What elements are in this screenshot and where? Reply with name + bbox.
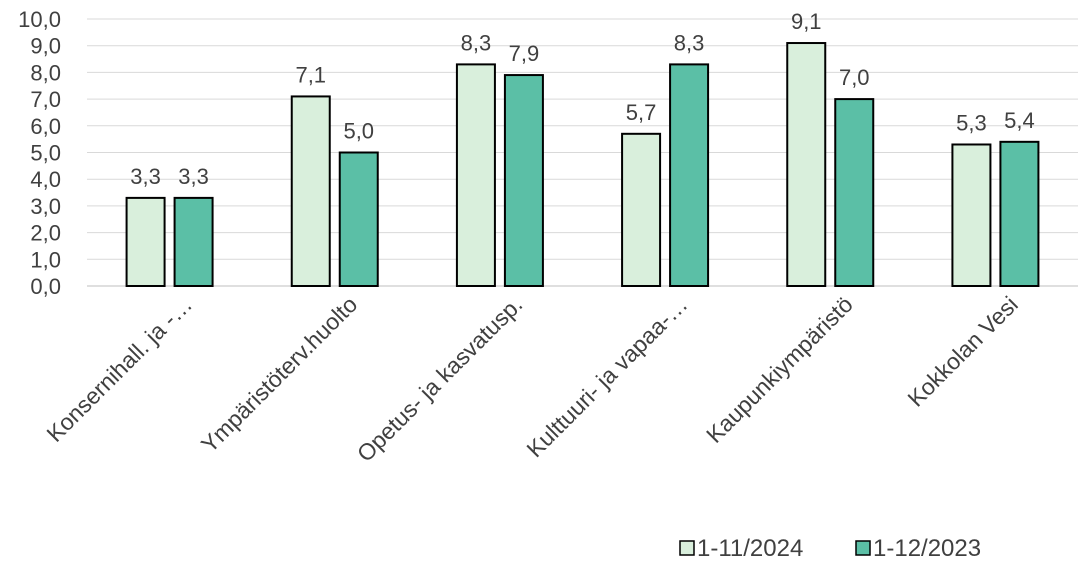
y-tick-label: 7,0	[30, 87, 61, 112]
bar	[621, 132, 662, 287]
data-label: 8,3	[674, 30, 705, 55]
bar	[455, 63, 496, 287]
data-label: 5,0	[343, 119, 374, 144]
x-category-label: Opetus- ja kasvatusp.	[352, 291, 528, 467]
bar	[503, 74, 544, 287]
bar	[173, 196, 214, 287]
y-tick-label: 0,0	[30, 274, 61, 299]
data-label: 7,1	[295, 62, 326, 87]
y-tick-label: 1,0	[30, 247, 61, 272]
data-label: 3,3	[178, 164, 209, 189]
y-tick-label: 10,0	[18, 7, 61, 32]
bar	[834, 98, 875, 287]
data-label: 5,3	[956, 110, 987, 135]
bar	[669, 63, 710, 287]
data-label: 7,0	[839, 65, 870, 90]
data-label: 5,4	[1004, 108, 1035, 133]
bar	[786, 42, 827, 287]
x-category-label: Ympäristöterv.huolto	[196, 291, 362, 457]
y-axis: 0,01,02,03,04,05,06,07,08,09,010,0	[18, 7, 61, 299]
data-label: 9,1	[791, 9, 822, 34]
data-label: 3,3	[130, 164, 161, 189]
bar	[951, 143, 992, 287]
x-axis: Konsernihall. ja -…Ympäristöterv.huoltoO…	[41, 291, 1023, 467]
y-tick-label: 4,0	[30, 167, 61, 192]
y-tick-label: 3,0	[30, 194, 61, 219]
data-label: 7,9	[509, 41, 540, 66]
y-tick-label: 5,0	[30, 141, 61, 166]
bar	[290, 95, 331, 288]
gridlines	[87, 18, 1078, 287]
x-category-label: Kokkolan Vesi	[902, 291, 1023, 412]
y-tick-label: 6,0	[30, 114, 61, 139]
bar	[999, 140, 1040, 287]
x-category-label: Konsernihall. ja -…	[41, 291, 197, 447]
y-tick-label: 2,0	[30, 221, 61, 246]
legend-label: 1-11/2024	[697, 535, 803, 562]
y-tick-label: 8,0	[30, 60, 61, 85]
data-labels: 3,3 3,3 7,1 5,0 8,3 7,9 5,7 8,3 9,1 7,0 5,3 5,4	[130, 9, 1034, 189]
bars	[125, 42, 1040, 288]
legend: 1-11/2024 1-12/2023	[679, 535, 981, 562]
data-label: 8,3	[461, 30, 492, 55]
legend-swatch	[679, 540, 695, 556]
x-category-label: Kaupunkiympäristö	[701, 291, 858, 448]
bar	[125, 196, 166, 287]
legend-label: 1-12/2023	[873, 535, 981, 562]
x-category-label: Kulttuuri- ja vapaa-…	[521, 291, 692, 462]
y-tick-label: 9,0	[30, 34, 61, 59]
data-label: 5,7	[626, 100, 657, 125]
bar	[338, 151, 379, 287]
legend-swatch	[855, 540, 871, 556]
